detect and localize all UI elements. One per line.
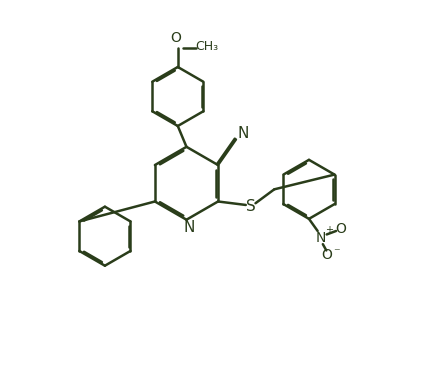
Text: O: O	[321, 248, 332, 262]
Text: N: N	[238, 126, 249, 141]
Text: O: O	[170, 31, 181, 45]
Text: O: O	[335, 222, 346, 236]
Text: N: N	[316, 231, 326, 245]
Text: CH₃: CH₃	[195, 40, 218, 53]
Text: +: +	[325, 225, 333, 235]
Text: ⁻: ⁻	[333, 246, 339, 259]
Text: S: S	[246, 199, 256, 214]
Text: N: N	[184, 220, 195, 235]
